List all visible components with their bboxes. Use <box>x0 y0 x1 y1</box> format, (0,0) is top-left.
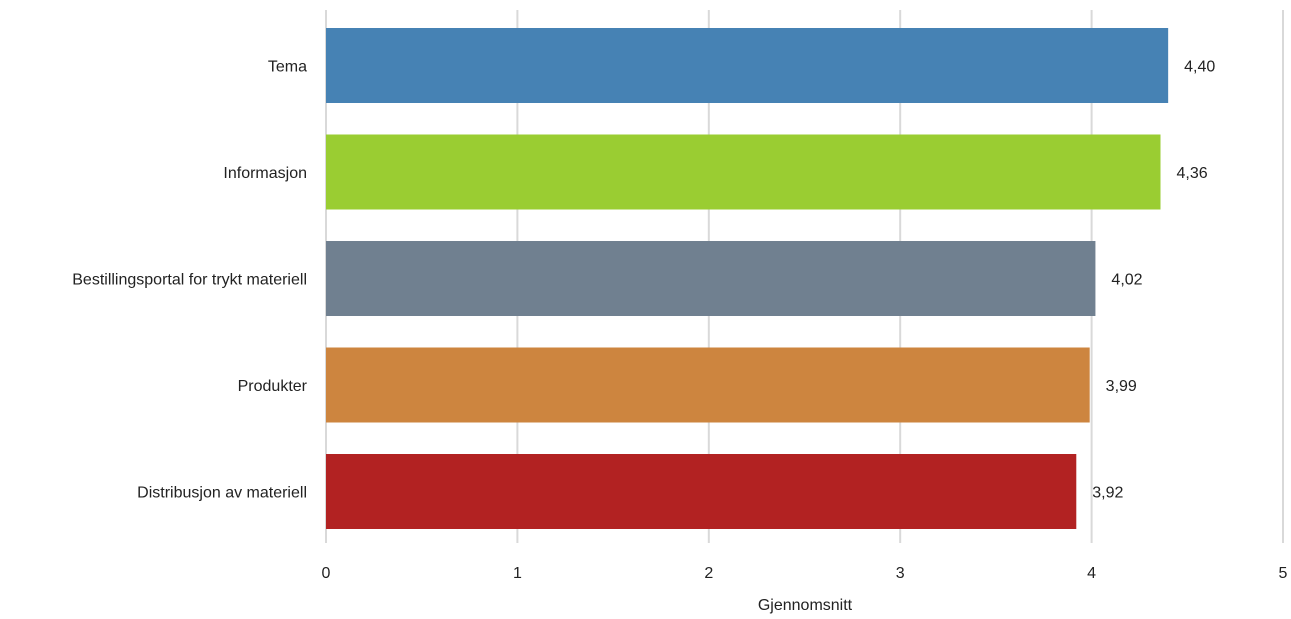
data-label-3: 4,02 <box>1111 272 1142 289</box>
data-label-5: 3,92 <box>1092 485 1123 502</box>
category-label-2: Informasjon <box>223 165 307 182</box>
bar-4 <box>326 347 1090 423</box>
x-tick-label-0: 0 <box>322 565 331 582</box>
x-tick-label-5: 5 <box>1279 565 1288 582</box>
bar-3 <box>326 241 1096 316</box>
bar-5 <box>326 454 1077 529</box>
data-label-2: 4,36 <box>1177 165 1208 182</box>
x-axis-title: Gjennomsnitt <box>758 597 853 614</box>
category-label-5: Distribusjon av materiell <box>137 485 307 502</box>
x-tick-label-2: 2 <box>704 565 713 582</box>
data-label-4: 3,99 <box>1106 378 1137 395</box>
category-label-3: Bestillingsportal for trykt materiell <box>72 272 307 289</box>
category-label-4: Produkter <box>238 378 308 395</box>
data-labels: 4,40 4,36 4,02 3,99 3,92 <box>1092 59 1215 502</box>
x-tick-label-1: 1 <box>513 565 522 582</box>
category-label-1: Tema <box>268 59 307 76</box>
category-labels: Tema Informasjon Bestillingsportal for try… <box>72 59 307 502</box>
bar-2 <box>326 134 1161 210</box>
x-tick-label-4: 4 <box>1087 565 1096 582</box>
data-label-1: 4,40 <box>1184 59 1215 76</box>
bars <box>326 28 1169 529</box>
bar-1 <box>326 28 1169 103</box>
x-tick-label-3: 3 <box>896 565 905 582</box>
x-tick-labels: 0 1 2 3 4 5 <box>322 565 1288 582</box>
